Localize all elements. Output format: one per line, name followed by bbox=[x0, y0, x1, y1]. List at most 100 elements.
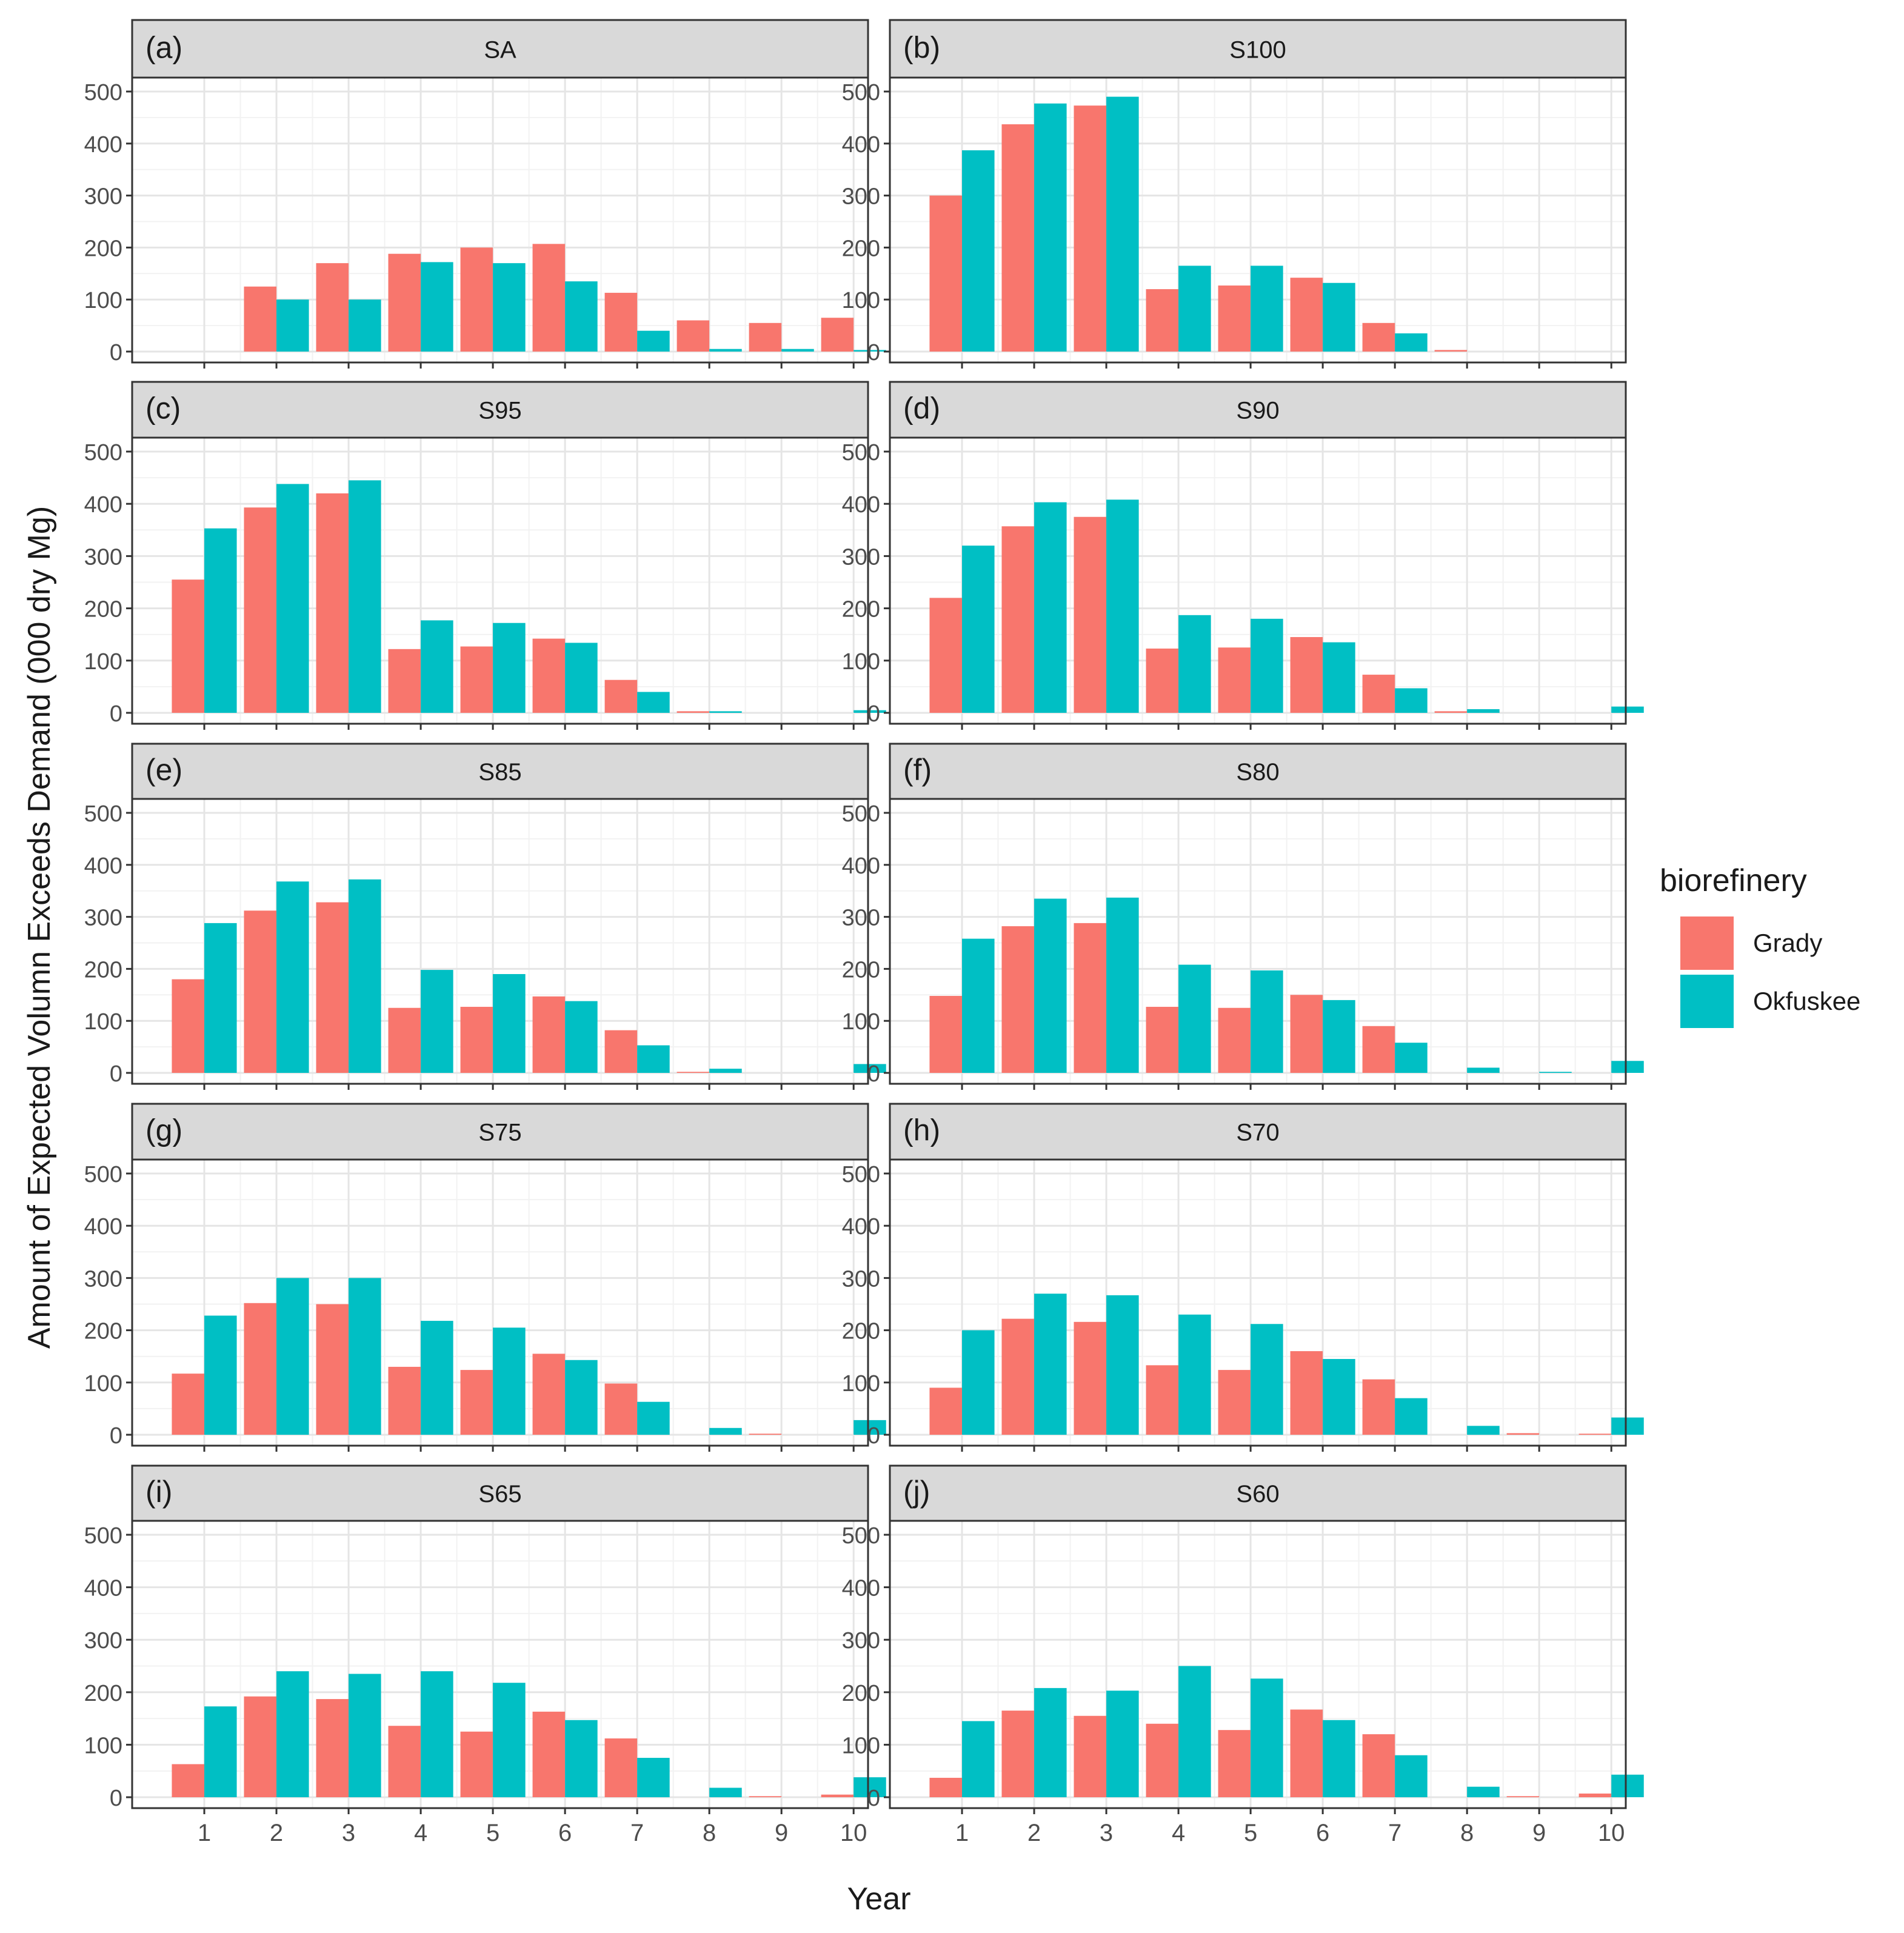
bar-grady bbox=[460, 646, 493, 713]
panel-border bbox=[131, 76, 869, 364]
y-tick-label: 200 bbox=[84, 957, 122, 983]
bar-grady bbox=[460, 1370, 493, 1435]
bar-grady bbox=[1362, 1734, 1395, 1797]
bar-grady bbox=[1218, 1370, 1251, 1435]
x-tick-label: 3 bbox=[342, 1820, 355, 1846]
bar-grady bbox=[532, 1711, 566, 1797]
bar-grady bbox=[316, 1304, 349, 1435]
panel-title: S70 bbox=[1236, 1120, 1279, 1146]
panel-S75: (g) S75 0 100 200 300 400 500 bbox=[84, 1103, 886, 1452]
panel-border bbox=[131, 798, 869, 1085]
bar-grady bbox=[821, 318, 854, 352]
bar-okfuskee bbox=[349, 879, 381, 1073]
bar-okfuskee bbox=[1395, 1043, 1428, 1073]
bar-okfuskee bbox=[276, 1278, 309, 1435]
y-tick-label: 300 bbox=[84, 1628, 122, 1654]
bar-grady bbox=[244, 507, 277, 713]
bar-grady bbox=[1290, 637, 1323, 713]
panel-S70: (h) S70 0 100 200 300 400 500 bbox=[842, 1103, 1644, 1452]
bar-grady bbox=[929, 1387, 963, 1435]
y-tick-label: 400 bbox=[842, 853, 880, 879]
bar-okfuskee bbox=[1251, 618, 1283, 713]
panel-title: S60 bbox=[1236, 1481, 1279, 1507]
bar-okfuskee bbox=[421, 262, 453, 352]
bar-okfuskee bbox=[962, 938, 995, 1073]
y-tick-label: 100 bbox=[842, 1733, 880, 1758]
bar-grady bbox=[460, 1731, 493, 1797]
y-tick-label: 100 bbox=[84, 1371, 122, 1397]
bar-grady bbox=[172, 1764, 205, 1797]
bar-grady bbox=[244, 1696, 277, 1797]
bar-grady bbox=[1146, 1365, 1179, 1435]
panel-strip bbox=[889, 19, 1627, 79]
bar-grady bbox=[1218, 647, 1251, 713]
y-tick-label: 300 bbox=[84, 906, 122, 931]
panel-tag: (c) bbox=[145, 392, 181, 426]
x-tick-label: 6 bbox=[1316, 1820, 1329, 1846]
bar-grady bbox=[929, 996, 963, 1073]
panel-border bbox=[889, 76, 1627, 364]
y-axis-title: Amount of Expected Volumn Exceeds Demand… bbox=[22, 506, 57, 1349]
bar-grady bbox=[676, 1072, 710, 1073]
bar-okfuskee bbox=[493, 263, 526, 352]
bar-okfuskee bbox=[1178, 1314, 1211, 1435]
x-tick-label: 8 bbox=[703, 1820, 716, 1846]
bar-okfuskee bbox=[1251, 265, 1283, 352]
bar-grady bbox=[1074, 1715, 1107, 1797]
panel-S90: (d) S90 0 100 200 300 400 500 bbox=[842, 381, 1644, 730]
bar-grady bbox=[1074, 105, 1107, 352]
bar-okfuskee bbox=[1106, 897, 1139, 1073]
y-tick-label: 200 bbox=[842, 1681, 880, 1706]
bar-grady bbox=[172, 579, 205, 713]
panel-border bbox=[889, 436, 1627, 725]
bar-grady bbox=[1290, 1709, 1323, 1797]
bar-grady bbox=[749, 322, 782, 352]
panel-title: S80 bbox=[1236, 759, 1279, 786]
y-tick-label: 100 bbox=[842, 288, 880, 313]
bar-grady bbox=[821, 1794, 854, 1797]
bar-okfuskee bbox=[853, 350, 886, 352]
y-tick-label: 500 bbox=[84, 801, 122, 827]
bar-okfuskee bbox=[637, 1045, 670, 1073]
x-tick-label: 6 bbox=[558, 1820, 572, 1846]
panel-S95: (c) S95 0 100 200 300 400 500 bbox=[84, 381, 886, 730]
y-tick-label: 0 bbox=[867, 1423, 880, 1449]
y-tick-label: 200 bbox=[842, 597, 880, 623]
bar-okfuskee bbox=[853, 1777, 886, 1797]
panel-strip bbox=[131, 1103, 869, 1161]
y-tick-label: 200 bbox=[842, 236, 880, 261]
bar-okfuskee bbox=[1395, 1755, 1428, 1797]
bar-grady bbox=[1074, 1321, 1107, 1435]
panel-border bbox=[131, 1158, 869, 1447]
bar-okfuskee bbox=[1539, 1072, 1572, 1073]
panel-tag: (f) bbox=[903, 753, 932, 787]
y-tick-label: 100 bbox=[84, 1733, 122, 1758]
bar-grady bbox=[1074, 516, 1107, 713]
bar-grady bbox=[1578, 1793, 1612, 1797]
y-tick-label: 200 bbox=[842, 1319, 880, 1344]
bar-grady bbox=[1362, 1026, 1395, 1073]
panel-border bbox=[131, 1520, 869, 1809]
bar-okfuskee bbox=[709, 711, 742, 713]
y-tick-label: 400 bbox=[84, 492, 122, 518]
y-tick-label: 500 bbox=[842, 1523, 880, 1549]
y-tick-label: 100 bbox=[84, 1009, 122, 1035]
bar-grady bbox=[1434, 350, 1468, 352]
bar-okfuskee bbox=[276, 299, 309, 352]
x-tick-label: 2 bbox=[270, 1820, 283, 1846]
bar-grady bbox=[388, 253, 421, 352]
x-tick-label: 4 bbox=[1172, 1820, 1185, 1846]
bar-okfuskee bbox=[1611, 706, 1644, 713]
y-tick-label: 300 bbox=[842, 544, 880, 570]
bar-okfuskee bbox=[1467, 1067, 1500, 1073]
y-tick-label: 200 bbox=[84, 236, 122, 261]
y-tick-label: 500 bbox=[842, 80, 880, 105]
x-tick-label: 3 bbox=[1100, 1820, 1113, 1846]
bar-okfuskee bbox=[1323, 642, 1355, 713]
bar-okfuskee bbox=[637, 692, 670, 713]
panel-strip bbox=[131, 381, 869, 439]
bar-okfuskee bbox=[493, 1683, 526, 1797]
bar-okfuskee bbox=[493, 1327, 526, 1435]
y-tick-label: 0 bbox=[867, 1061, 880, 1087]
bar-okfuskee bbox=[1251, 970, 1283, 1073]
